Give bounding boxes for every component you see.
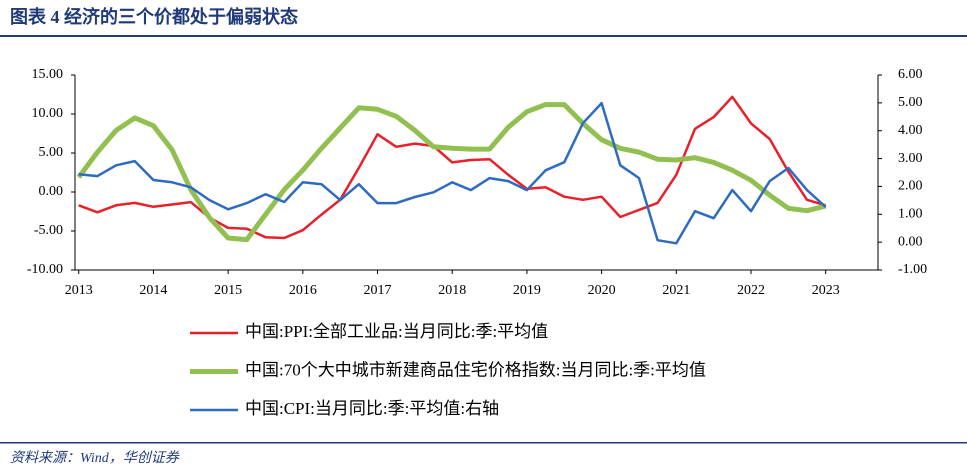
- y2-tick-label: 2.00: [898, 179, 923, 194]
- y2-tick-label: 6.00: [898, 67, 923, 82]
- y-tick-label: -10.00: [27, 262, 63, 277]
- legend-label: 中国:PPI:全部工业品:当月同比:季:平均值: [245, 322, 548, 341]
- y-tick-label: 0.00: [39, 184, 64, 199]
- y-tick-label: 10.00: [32, 106, 64, 121]
- y2-tick-label: 1.00: [898, 207, 923, 222]
- y-tick-label: 15.00: [32, 67, 64, 82]
- y-tick-label: -5.00: [34, 223, 63, 238]
- chart-title: 图表 4 经济的三个价都处于偏弱状态: [10, 6, 298, 27]
- x-tick-label: 2015: [214, 283, 242, 298]
- title-rule: [0, 35, 967, 37]
- x-tick-label: 2013: [65, 283, 93, 298]
- x-tick-label: 2021: [662, 283, 690, 298]
- series-line: [76, 102, 827, 243]
- x-tick-label: 2023: [812, 283, 840, 298]
- y-tick-label: 5.00: [39, 145, 64, 160]
- series-line: [78, 101, 827, 245]
- x-tick-label: 2014: [139, 283, 167, 298]
- x-tick-label: 2016: [289, 283, 317, 298]
- y2-tick-label: 5.00: [898, 95, 923, 110]
- x-tick-label: 2019: [513, 283, 541, 298]
- y2-tick-label: 4.00: [898, 123, 923, 138]
- y2-tick-label: -1.00: [898, 262, 927, 277]
- footer-rule: [0, 442, 967, 444]
- legend-label: 中国:CPI:当月同比:季:平均值:右轴: [245, 399, 499, 418]
- x-tick-label: 2020: [588, 283, 616, 298]
- legend-label: 中国:70个大中城市新建商品住宅价格指数:当月同比:季:平均值: [245, 360, 706, 379]
- x-tick-label: 2022: [737, 283, 765, 298]
- x-tick-label: 2017: [364, 283, 392, 298]
- y2-tick-label: 3.00: [898, 151, 923, 166]
- x-tick-label: 2018: [438, 283, 466, 298]
- y2-tick-label: 0.00: [898, 234, 923, 249]
- source: 资料来源：Wind，华创证券: [10, 450, 180, 466]
